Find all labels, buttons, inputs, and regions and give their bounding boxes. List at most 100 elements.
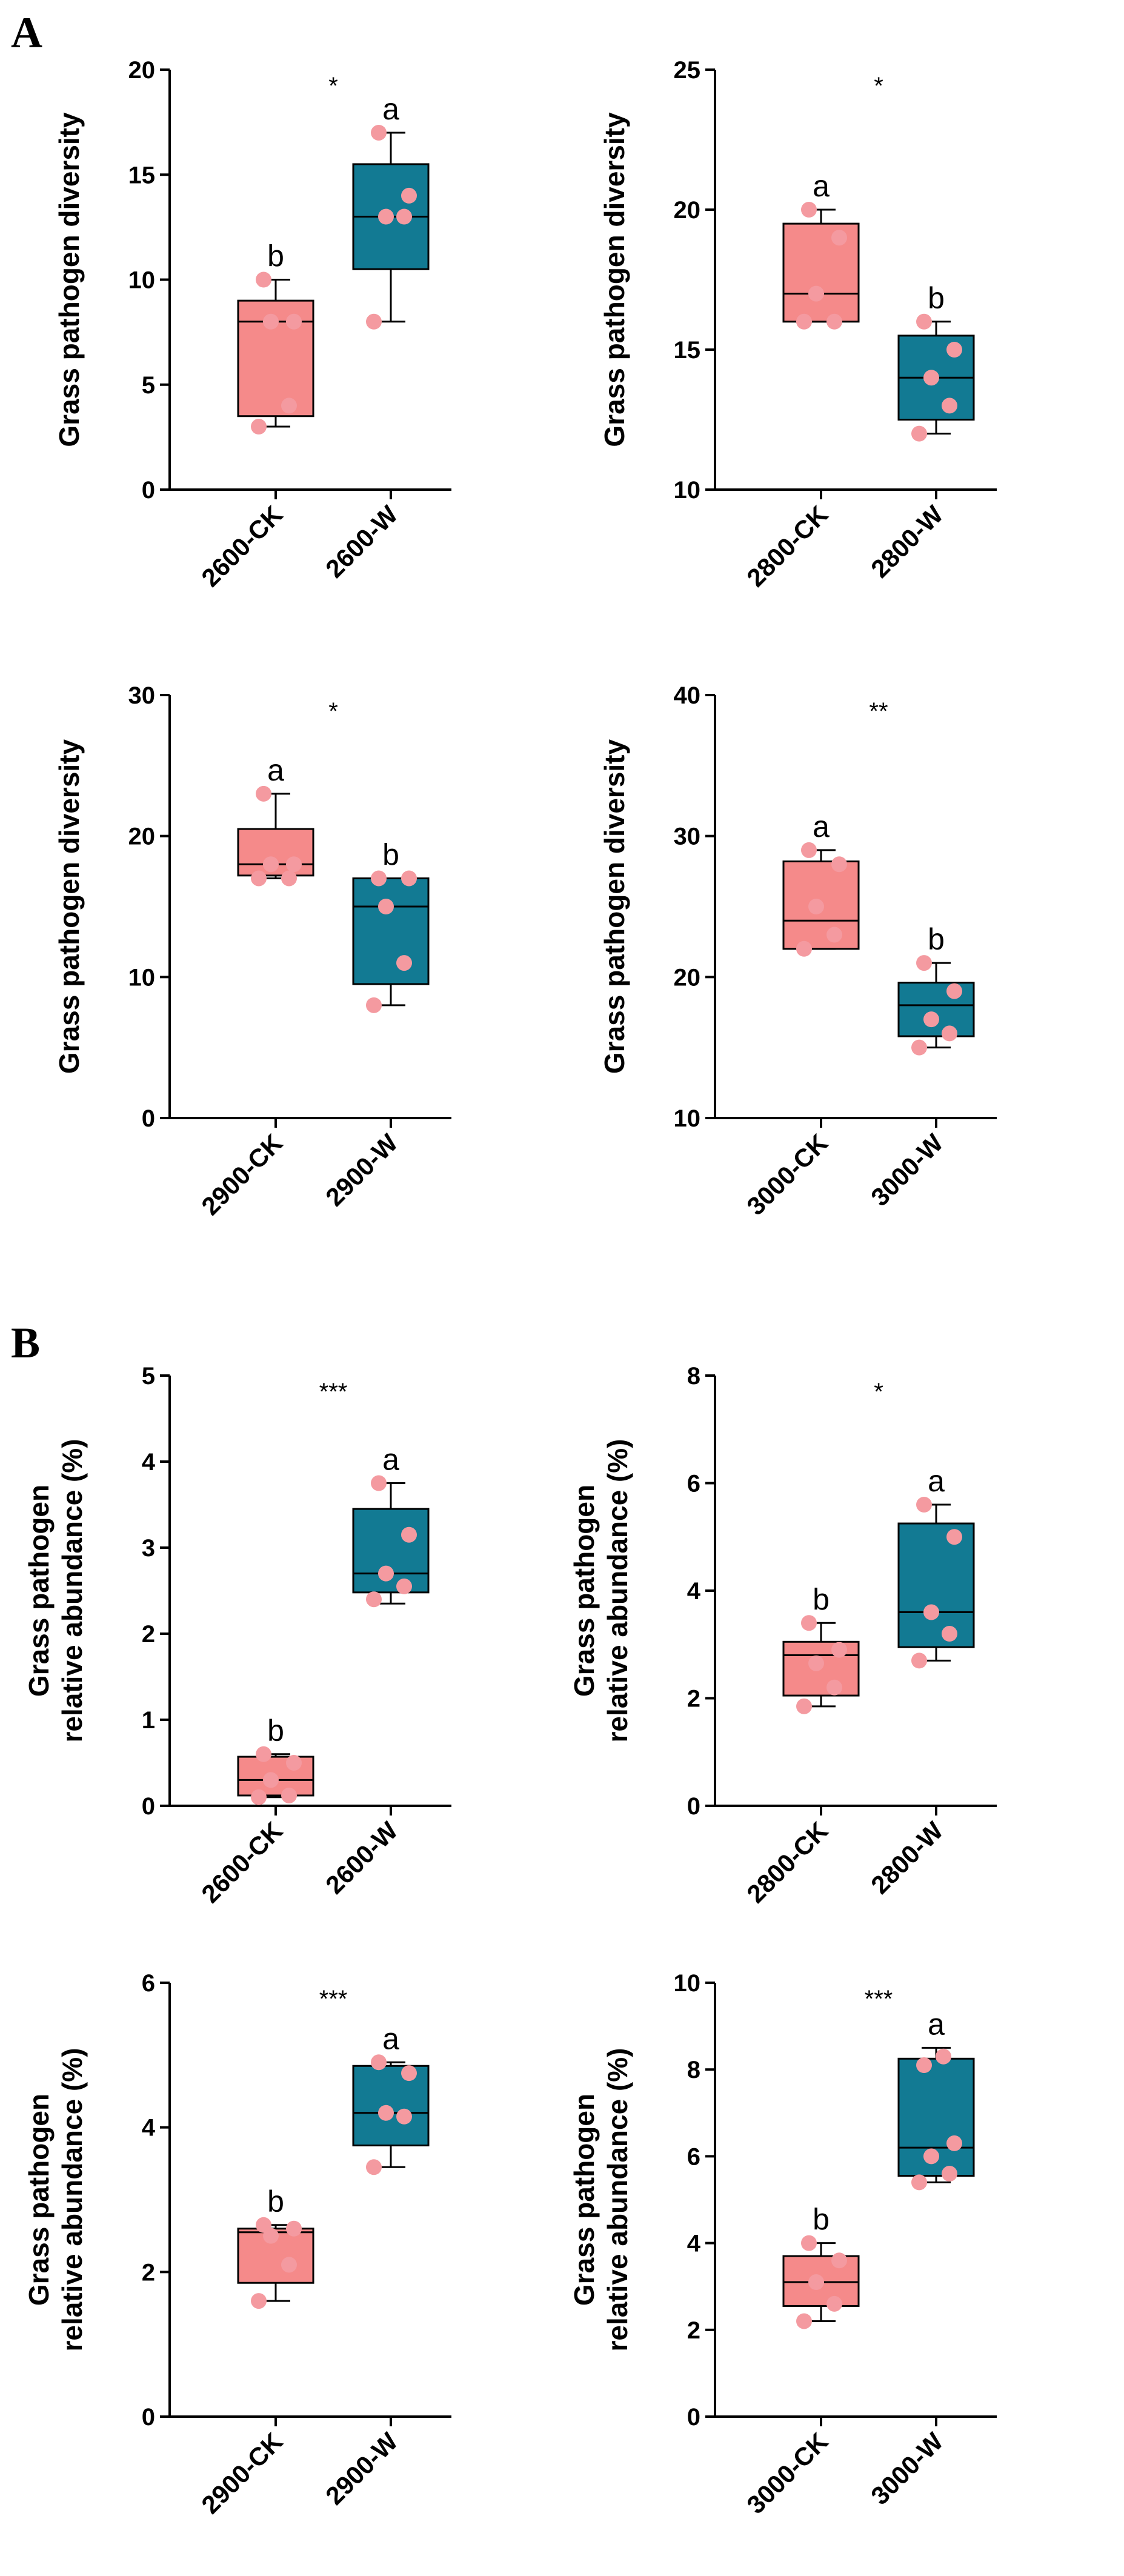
- data-point: [396, 2108, 412, 2125]
- data-point: [286, 313, 302, 330]
- data-point: [378, 899, 394, 914]
- x-category-label: 2800-W: [865, 500, 948, 583]
- x-category-label: 2800-CK: [741, 500, 833, 592]
- data-point: [256, 785, 271, 802]
- box-ck: [782, 2235, 860, 2329]
- y-tick-label: 20: [674, 964, 701, 991]
- y-tick-label: 10: [128, 267, 156, 294]
- data-point: [371, 2054, 387, 2071]
- data-point: [946, 1529, 962, 1545]
- x-category-label: 2600-CK: [196, 1816, 288, 1908]
- y-tick-label: 25: [674, 57, 701, 84]
- y-tick-label: 4: [687, 2231, 701, 2257]
- box-ck: [237, 271, 314, 435]
- data-point: [942, 398, 957, 414]
- x-category-label: 3000-CK: [741, 1128, 833, 1220]
- box-w: [897, 1497, 975, 1669]
- group-letter: b: [382, 837, 399, 871]
- y-tick-label: 8: [687, 1363, 700, 1390]
- y-tick-label: 20: [128, 57, 156, 84]
- data-point: [281, 398, 297, 414]
- y-tick-label: 0: [142, 2404, 155, 2431]
- data-point: [923, 370, 939, 386]
- box-iqr: [782, 222, 860, 323]
- group-letter: b: [267, 1714, 284, 1748]
- y-tick-label: 0: [687, 2404, 700, 2431]
- group-letter: b: [813, 2203, 830, 2237]
- data-point: [256, 1746, 271, 1762]
- y-tick-label: 20: [128, 824, 156, 850]
- data-point: [831, 2252, 847, 2269]
- y-axis-title: Grass pathogen: [568, 2094, 600, 2306]
- data-point: [923, 1011, 939, 1028]
- data-point: [916, 313, 932, 330]
- data-point: [946, 2135, 962, 2151]
- data-point: [923, 2148, 939, 2165]
- data-point: [801, 2235, 817, 2251]
- box-ck: [237, 1746, 314, 1805]
- data-point: [831, 230, 847, 246]
- data-point: [808, 899, 824, 914]
- box-w: [352, 2054, 430, 2175]
- significance-label: ***: [319, 1986, 348, 2012]
- data-point: [263, 1772, 279, 1788]
- y-axis-title: Grass pathogen: [23, 1485, 55, 1697]
- group-letter: a: [382, 1443, 399, 1477]
- x-category-label: 2900-CK: [196, 2427, 288, 2519]
- group-letter: b: [813, 1582, 830, 1616]
- y-tick-label: 10: [128, 964, 156, 991]
- x-category-label: 2600-CK: [196, 500, 288, 592]
- box-w: [897, 313, 975, 442]
- significance-label: **: [869, 698, 888, 725]
- y-tick-label: 6: [687, 2143, 700, 2170]
- box-iqr: [352, 1508, 430, 1594]
- box-iqr: [352, 877, 430, 985]
- box-w: [352, 1475, 430, 1608]
- group-letter: a: [382, 2022, 399, 2055]
- data-point: [942, 1626, 957, 1642]
- data-point: [286, 856, 302, 873]
- box-ck: [237, 785, 314, 887]
- group-letter: b: [928, 922, 945, 956]
- y-tick-label: 10: [674, 1105, 701, 1132]
- data-point: [801, 1615, 817, 1631]
- x-category-label: 2900-W: [320, 2427, 403, 2510]
- data-point: [831, 1642, 847, 1658]
- chart-7: 0 2 4 6 Grass pathogen relative abundance (%)…: [23, 1970, 451, 2519]
- y-tick-label: 10: [674, 477, 701, 504]
- group-letter: a: [267, 753, 284, 787]
- data-point: [371, 1475, 387, 1491]
- y-tick-label: 2: [687, 2317, 700, 2344]
- data-point: [911, 1039, 927, 1056]
- box-ck: [782, 1615, 860, 1714]
- data-point: [281, 2257, 297, 2273]
- data-point: [826, 2295, 842, 2312]
- data-point: [826, 927, 842, 943]
- data-point: [256, 2217, 271, 2233]
- y-tick-label: 0: [142, 1793, 155, 1820]
- data-point: [378, 1565, 394, 1582]
- data-point: [401, 2065, 417, 2082]
- chart-1: 0 5 10 15 20 Grass pathogen diversity 2600-CK 2…: [53, 57, 451, 592]
- group-letter: b: [928, 281, 945, 315]
- y-tick-label: 15: [128, 162, 156, 188]
- y-tick-label: 40: [674, 682, 701, 709]
- chart-5: 0 1 2 3 4 5 Grass pathogen relative abundance (…: [23, 1363, 451, 1908]
- data-point: [911, 1652, 927, 1669]
- significance-label: *: [328, 73, 338, 99]
- data-point: [946, 983, 962, 999]
- data-point: [378, 2105, 394, 2121]
- significance-label: *: [874, 1379, 883, 1405]
- y-tick-label: 6: [142, 1970, 155, 1997]
- group-letter: a: [928, 1464, 945, 1498]
- data-point: [801, 202, 817, 218]
- group-letter: b: [267, 239, 284, 273]
- data-point: [936, 2048, 951, 2065]
- data-point: [923, 1604, 939, 1620]
- data-point: [796, 313, 812, 330]
- data-point: [371, 870, 387, 887]
- group-letter: b: [267, 2185, 284, 2218]
- data-point: [916, 2057, 932, 2074]
- y-tick-label: 6: [687, 1471, 700, 1497]
